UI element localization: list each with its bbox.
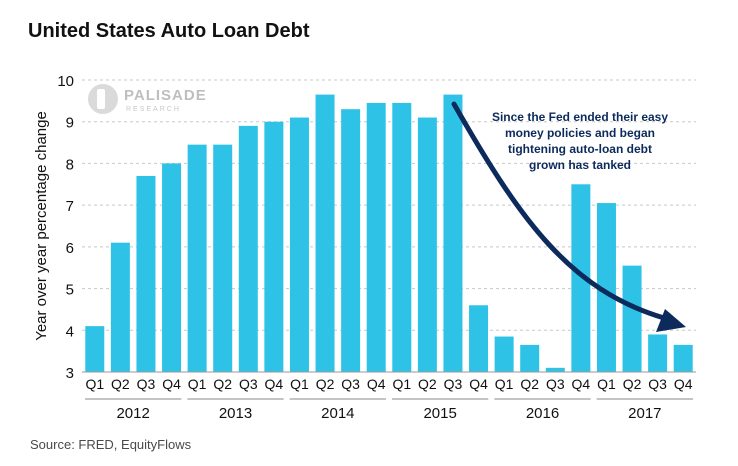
x-tick-label: Q1: [392, 376, 411, 392]
year-label: 2016: [526, 405, 559, 422]
bar: [673, 344, 693, 372]
bar: [110, 242, 130, 372]
bars: [85, 94, 693, 373]
x-tick-label: Q2: [316, 376, 335, 392]
bar: [162, 163, 182, 372]
x-tick-label: Q1: [290, 376, 309, 392]
x-tick-label: Q4: [469, 376, 488, 392]
bar: [289, 117, 309, 373]
labels: 3 4 5 6 7 8 9 10 Q1 Q2 Q3 Q4 Q1 Q2 Q3 Q4 Q1 Q2 Q3 Q4 Q1 Q2 Q3 Q…: [33, 73, 693, 422]
bar: [136, 175, 156, 372]
x-tick-label: Q4: [367, 376, 386, 392]
x-tick-label: Q3: [648, 376, 667, 392]
bar: [341, 109, 361, 372]
x-tick-label: Q2: [623, 376, 642, 392]
x-tick-label: Q3: [444, 376, 463, 392]
bar: [366, 102, 386, 372]
annotation: Since the Fed ended their easy money poli…: [451, 101, 686, 332]
x-tick-label: Q3: [341, 376, 360, 392]
annotation-text: tightening auto-loan debt: [508, 142, 652, 156]
palisade-logo: PALISADE RESEARCH: [88, 84, 218, 120]
bar: [494, 336, 514, 372]
x-tick-label: Q2: [111, 376, 130, 392]
x-tick-label: Q3: [239, 376, 258, 392]
logo-mark-icon: [88, 84, 118, 114]
x-tick-label: Q2: [520, 376, 539, 392]
logo-name: PALISADE: [124, 87, 207, 104]
annotation-text: money policies and began: [505, 126, 655, 140]
annotation-text: grown has tanked: [529, 158, 631, 172]
bar: [571, 184, 591, 372]
year-label: 2017: [628, 405, 661, 422]
x-tick-label: Q2: [213, 376, 232, 392]
x-tick-label: Q4: [265, 376, 284, 392]
year-label: 2015: [423, 405, 456, 422]
year-label: 2014: [321, 405, 354, 422]
x-tick-label: Q1: [85, 376, 104, 392]
bar: [187, 144, 207, 372]
x-tick-label: Q3: [546, 376, 565, 392]
y-axis-label: Year over year percentage change: [33, 111, 50, 341]
bar: [417, 117, 437, 373]
x-tick-label: Q1: [495, 376, 514, 392]
x-tick-label: Q4: [674, 376, 693, 392]
y-tick-label: 5: [66, 282, 74, 299]
bar: [596, 203, 616, 372]
y-tick-label: 8: [66, 156, 74, 173]
chart-title: United States Auto Loan Debt: [28, 20, 310, 42]
y-tick-label: 9: [66, 115, 74, 132]
x-tick-label: Q3: [137, 376, 156, 392]
bar: [238, 125, 258, 372]
year-label: 2013: [219, 405, 252, 422]
y-tick-label: 3: [66, 365, 74, 382]
y-tick-label: 6: [66, 240, 74, 257]
x-tick-label: Q1: [188, 376, 207, 392]
bar: [213, 144, 233, 372]
year-label: 2012: [116, 405, 149, 422]
x-tick-label: Q4: [572, 376, 591, 392]
bar: [469, 305, 489, 372]
logo-subtitle: RESEARCH: [126, 106, 181, 113]
bar: [545, 367, 565, 372]
bar: [85, 326, 105, 372]
x-tick-label: Q1: [597, 376, 616, 392]
y-tick-label: 4: [66, 323, 74, 340]
bar: [392, 102, 412, 372]
bar: [443, 94, 463, 372]
bar: [648, 334, 668, 372]
bar: [622, 265, 642, 372]
bar: [520, 344, 540, 372]
axes: [82, 371, 696, 400]
trend-arrow: [451, 101, 667, 321]
x-tick-label: Q2: [418, 376, 437, 392]
bar: [264, 121, 284, 372]
source-note: Source: FRED, EquityFlows: [30, 437, 192, 452]
y-tick-label: 7: [66, 198, 74, 215]
y-tick-label: 10: [57, 73, 74, 90]
x-tick-label: Q4: [162, 376, 181, 392]
annotation-text: Since the Fed ended their easy: [492, 110, 668, 124]
bar: [315, 94, 335, 372]
arrow-head-icon: [656, 309, 686, 332]
